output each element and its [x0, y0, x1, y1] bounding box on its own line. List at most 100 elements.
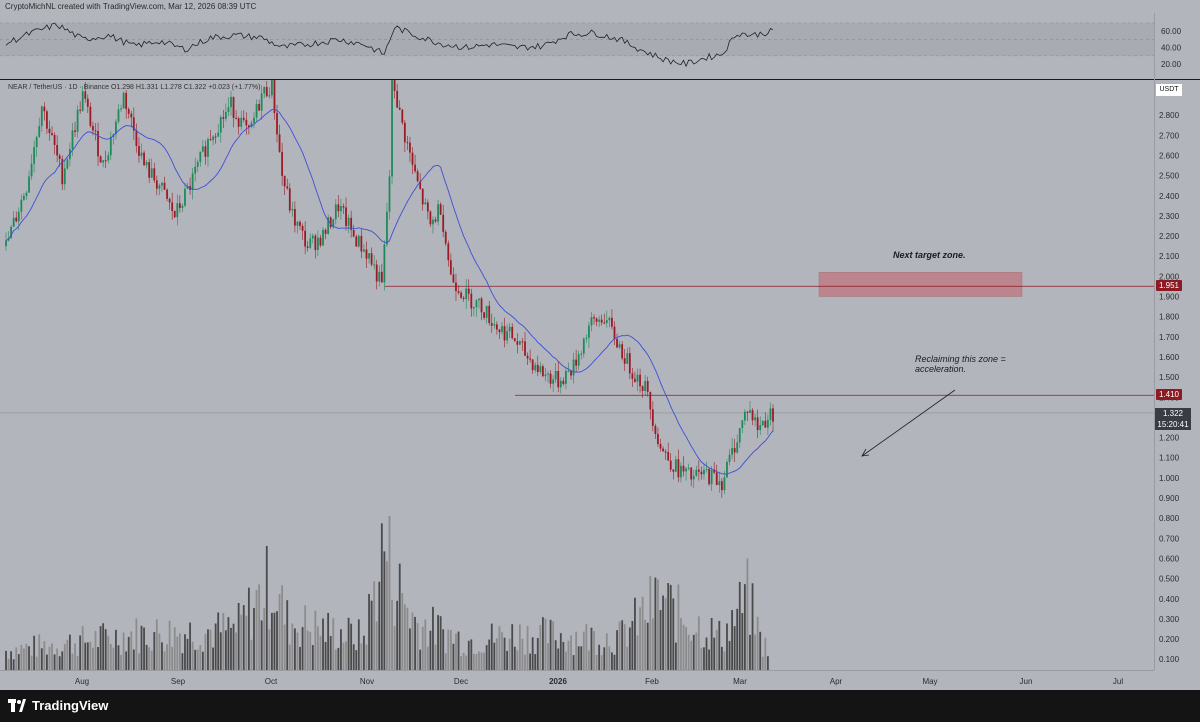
candle-body: [46, 111, 48, 129]
volume-bar: [265, 545, 268, 670]
candle-body: [71, 130, 74, 150]
volume-bar: [51, 643, 53, 670]
candle-body: [570, 370, 572, 376]
volume-bar: [485, 645, 488, 670]
candle-body: [117, 109, 120, 122]
candle-body: [741, 420, 744, 429]
volume-bar: [493, 642, 496, 670]
candle-body: [455, 282, 457, 292]
volume-bar: [352, 644, 355, 670]
volume-bar: [74, 643, 76, 670]
candle-body: [403, 122, 406, 143]
candle-body: [89, 106, 92, 126]
volume-bar: [641, 596, 644, 670]
volume-bar: [294, 628, 296, 670]
candle-body: [143, 152, 145, 166]
volume-bar: [263, 608, 266, 670]
volume-bar: [260, 620, 263, 670]
candle-body: [518, 341, 521, 345]
volume-bar: [475, 653, 478, 670]
candle-body: [490, 323, 493, 326]
candle-body: [219, 117, 222, 133]
volume-bar: [109, 643, 112, 670]
volume-bar: [580, 646, 583, 670]
price-axis-label: 0.100: [1159, 655, 1180, 664]
volume-bar: [81, 626, 84, 670]
volume-bar: [618, 621, 621, 670]
candle-body: [306, 246, 309, 248]
volume-bar: [235, 632, 237, 670]
volume-bar: [306, 630, 309, 670]
candle-body: [319, 237, 322, 246]
price-pane[interactable]: [0, 60, 1154, 670]
candle-body: [232, 96, 235, 118]
volume-bar: [429, 630, 432, 670]
volume-bar: [314, 610, 317, 670]
candle-body: [567, 370, 570, 372]
candle-body: [340, 206, 342, 212]
price-axis[interactable]: 60.00 40.00 20.00 2.800 2.700 2.600 2.500 2.400…: [1154, 13, 1200, 670]
candle-body: [373, 264, 376, 266]
candle-body: [81, 91, 84, 111]
volume-bar: [207, 629, 209, 670]
tradingview-logo[interactable]: TradingView: [8, 698, 108, 713]
candle-body: [521, 341, 524, 343]
volume-bar: [462, 652, 465, 670]
candle-body: [163, 182, 166, 190]
pane-divider[interactable]: [0, 79, 1200, 80]
time-axis-label: May: [922, 677, 937, 686]
volume-bar: [559, 633, 562, 670]
volume-bar: [237, 602, 240, 670]
candle-body: [357, 235, 360, 247]
volume-bar: [204, 633, 207, 670]
volume-bar: [595, 654, 598, 670]
volume-bar: [357, 619, 360, 670]
candle-body: [196, 161, 199, 167]
candle-body: [743, 411, 746, 421]
candle-body: [503, 326, 506, 341]
candle-body: [667, 451, 670, 461]
time-axis-labels: Aug Sep Oct Nov Dec 2026 Feb Mar Apr May Jun Jul: [75, 677, 1123, 686]
volume-bar: [529, 653, 532, 670]
candle-body: [419, 181, 422, 189]
volume-bar: [140, 625, 143, 670]
volume-bar: [130, 631, 133, 670]
candle-body: [761, 420, 764, 426]
candle-body: [411, 152, 414, 165]
candle-body: [207, 139, 209, 157]
volume-bar: [414, 616, 416, 670]
time-axis[interactable]: Aug Sep Oct Nov Dec 2026 Feb Mar Apr May Jun Jul: [0, 670, 1154, 690]
volume-bar: [12, 659, 15, 670]
symbol-legend[interactable]: NEAR / TetherUS · 1D · Binance O1.298 H1…: [8, 84, 261, 91]
volume-bar: [97, 647, 99, 670]
volume-bar: [575, 631, 578, 670]
volume-bar: [125, 651, 128, 670]
volume-bar: [56, 648, 59, 670]
volume-bar: [334, 649, 337, 670]
volume-bar: [708, 649, 710, 670]
volume-bar: [544, 618, 547, 670]
candle-body: [393, 67, 396, 91]
bar-countdown: 15:20:41: [1157, 419, 1189, 429]
candle-body: [386, 211, 388, 245]
volume-bar: [498, 626, 501, 670]
candle-body: [756, 417, 759, 431]
candle-body: [199, 151, 202, 162]
candle-body: [460, 292, 462, 298]
candle-body: [286, 186, 289, 189]
volume-bar: [150, 650, 153, 670]
volume-bar: [651, 618, 654, 670]
volume-bar: [304, 605, 307, 670]
candle-body: [682, 465, 685, 472]
rsi-pane[interactable]: [0, 13, 1154, 79]
candle-body: [488, 305, 491, 324]
candle-body: [692, 475, 695, 480]
volume-bar: [360, 643, 363, 670]
volume-bar: [22, 648, 25, 670]
candle-body: [107, 155, 110, 161]
volume-bar: [347, 617, 350, 670]
currency-label[interactable]: USDT: [1156, 84, 1182, 96]
candle-body: [352, 229, 355, 237]
volume-bar: [102, 623, 105, 670]
candle-body: [255, 104, 258, 118]
